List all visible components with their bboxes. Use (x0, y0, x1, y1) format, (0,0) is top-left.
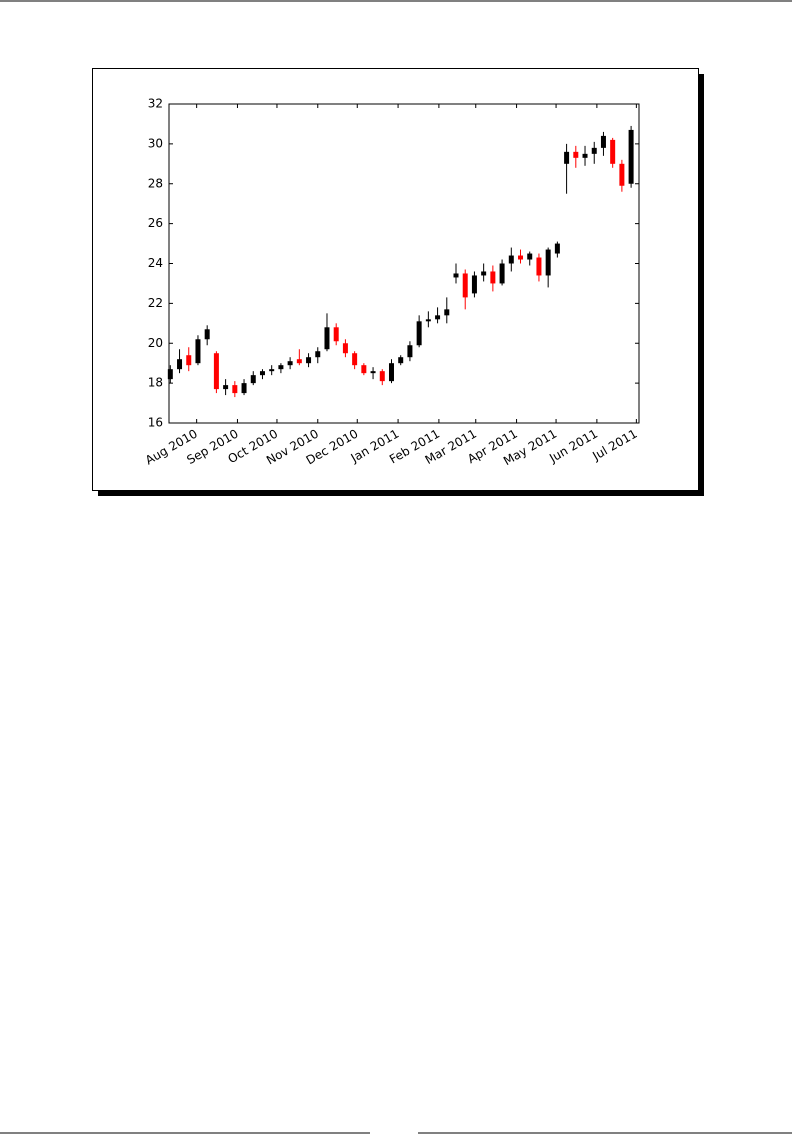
candle-body (232, 385, 238, 394)
candle-body (204, 329, 210, 340)
candle-body (600, 135, 606, 148)
candle-body (425, 319, 431, 322)
candle-body (223, 385, 229, 390)
y-tick-label: 30 (148, 136, 163, 150)
candle-body (333, 327, 339, 342)
candle-body (361, 365, 367, 374)
candle-body (379, 371, 385, 382)
candle-body (388, 363, 394, 382)
candle-body (398, 357, 404, 364)
candle-body (435, 315, 441, 320)
candle-body (444, 309, 450, 316)
candle-body (306, 357, 312, 364)
candle-body (250, 375, 256, 384)
candle-body (416, 321, 422, 346)
candle-body (342, 343, 348, 354)
candle-body (259, 371, 265, 376)
candle-body (536, 257, 542, 276)
y-tick-label: 26 (148, 216, 163, 230)
y-tick-label: 20 (148, 336, 163, 350)
y-tick-label: 32 (148, 97, 163, 111)
candle-body (610, 139, 616, 164)
candle-body (518, 255, 524, 260)
candle-body (591, 147, 597, 154)
y-tick-label: 18 (148, 376, 163, 390)
candle-body (628, 129, 634, 184)
candle-body (278, 365, 284, 370)
candle-body (407, 345, 413, 358)
plot-area (168, 103, 640, 424)
candle-body (287, 361, 293, 366)
candle-body (564, 151, 570, 164)
candle-body (582, 153, 588, 158)
candle-body (186, 355, 192, 366)
y-tick-label: 24 (148, 256, 163, 270)
candle-body (195, 339, 201, 364)
candle-body (471, 275, 477, 294)
candle-body (177, 359, 183, 370)
candle-body (527, 253, 533, 260)
candle-body (508, 255, 514, 264)
y-tick-label: 16 (148, 416, 163, 430)
candle-body (269, 369, 275, 372)
candle-body (296, 359, 302, 364)
candle-body (241, 383, 247, 394)
candle-body (554, 243, 560, 254)
y-tick-label: 28 (148, 176, 163, 190)
candle-body (315, 351, 321, 358)
candle-body (167, 369, 173, 380)
candle-body (545, 249, 551, 276)
candle-body (462, 273, 468, 298)
candle-body (370, 371, 376, 374)
candle-body (352, 353, 358, 366)
y-tick-label: 22 (148, 296, 163, 310)
candle-body (490, 271, 496, 284)
candle-body (499, 263, 505, 284)
candle-body (213, 353, 219, 390)
candle-body (453, 273, 459, 278)
candle-body (481, 271, 487, 276)
candle-body (324, 327, 330, 350)
candle-body (619, 163, 625, 186)
candle-body (573, 151, 579, 158)
